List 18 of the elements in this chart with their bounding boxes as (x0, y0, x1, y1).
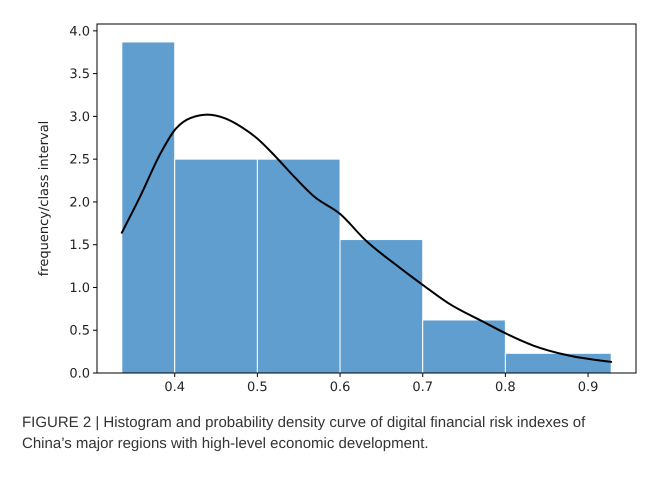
y-tick-label: 1.5 (69, 238, 90, 254)
caption: FIGURE 2 | Histogram and probability density curve of digital financial risk indexes of China’s major regions with high-level economic development. (22, 413, 586, 454)
y-axis-title: frequency/class interval (37, 120, 52, 276)
x-tick-label: 0.7 (412, 380, 434, 395)
y-tick-label: 2.5 (69, 152, 90, 168)
line-series (120, 114, 612, 363)
x-tick-label: 0.6 (330, 380, 350, 395)
x-tick-label: 0.4 (164, 380, 186, 395)
x-tick-label: 0.9 (578, 380, 598, 395)
y-tick-label: 0.0 (69, 366, 90, 382)
y-tick-label: 1.0 (69, 280, 90, 296)
y-tick-label: 4.0 (69, 24, 90, 40)
y-tick-label: 3.5 (69, 67, 90, 82)
y-tick-label: 2.0 (69, 195, 90, 210)
x-tick-label: 0.8 (495, 380, 516, 395)
y-tick-label: 0.5 (69, 324, 90, 339)
y-tick-label: 3.0 (69, 110, 90, 125)
x-tick-label: 0.5 (247, 380, 268, 395)
